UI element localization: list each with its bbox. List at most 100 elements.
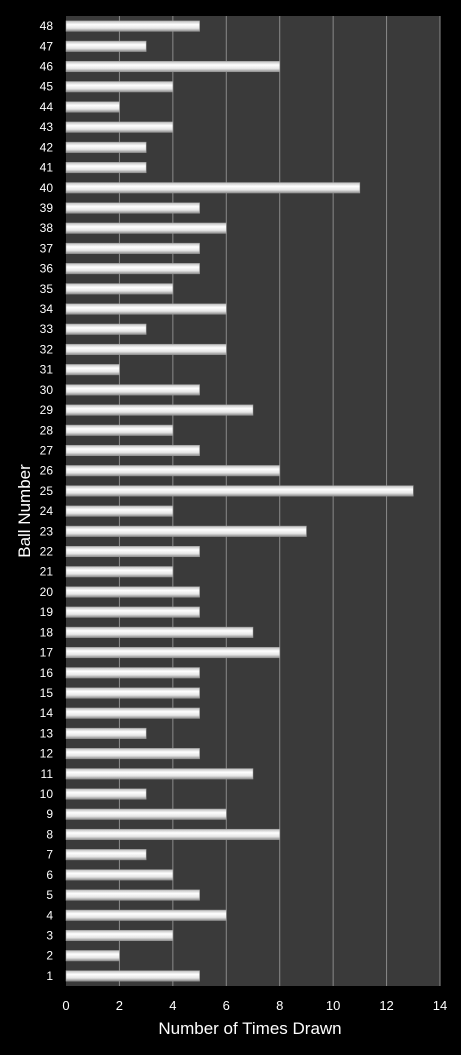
y-tick-label: 42 <box>40 140 54 154</box>
y-tick-label: 33 <box>40 322 54 336</box>
y-tick-label: 37 <box>40 241 54 255</box>
y-tick-label: 26 <box>40 464 54 478</box>
y-tick-label: 27 <box>40 443 54 457</box>
y-tick-label: 31 <box>40 363 54 377</box>
y-tick-label: 34 <box>40 302 54 316</box>
x-axis-ticks: 0 2 4 6 8 10 12 14 <box>62 998 447 1013</box>
bar-ball-38 <box>65 222 227 234</box>
y-tick-label: 21 <box>40 565 54 579</box>
bar-ball-32 <box>65 343 227 355</box>
bar-ball-2 <box>65 950 120 962</box>
x-tick-label: 6 <box>223 998 230 1013</box>
y-tick-label: 2 <box>46 949 53 963</box>
bar-ball-11 <box>65 768 254 780</box>
y-tick-label: 38 <box>40 221 54 235</box>
bar-ball-28 <box>65 424 174 436</box>
y-axis-title: Ball Number <box>15 464 34 558</box>
y-tick-label: 40 <box>40 181 54 195</box>
bar-ball-10 <box>65 788 147 800</box>
bars <box>65 20 414 982</box>
y-tick-label: 6 <box>46 868 53 882</box>
bar-ball-34 <box>65 303 227 315</box>
y-tick-label: 7 <box>46 848 53 862</box>
y-tick-label: 20 <box>40 585 54 599</box>
bar-ball-6 <box>65 869 174 881</box>
y-tick-label: 39 <box>40 201 54 215</box>
bar-ball-29 <box>65 404 254 416</box>
x-tick-label: 14 <box>433 998 447 1013</box>
x-tick-label: 10 <box>326 998 340 1013</box>
bar-ball-25 <box>65 485 414 497</box>
y-tick-label: 45 <box>40 80 54 94</box>
bar-ball-46 <box>65 61 280 73</box>
bar-ball-13 <box>65 727 147 739</box>
y-tick-label: 8 <box>46 827 53 841</box>
bar-ball-48 <box>65 20 200 32</box>
bar-ball-35 <box>65 283 174 295</box>
bar-ball-7 <box>65 849 147 861</box>
bar-ball-26 <box>65 465 280 477</box>
bar-ball-18 <box>65 626 254 638</box>
bar-ball-39 <box>65 202 200 214</box>
bar-ball-47 <box>65 40 147 52</box>
bar-ball-33 <box>65 323 147 335</box>
bar-ball-42 <box>65 141 147 153</box>
y-tick-label: 15 <box>40 686 54 700</box>
bar-ball-5 <box>65 889 200 901</box>
bar-ball-44 <box>65 101 120 113</box>
bar-ball-20 <box>65 586 200 598</box>
bar-ball-22 <box>65 546 200 558</box>
bar-ball-23 <box>65 525 307 537</box>
x-tick-label: 8 <box>276 998 283 1013</box>
y-tick-label: 9 <box>46 807 53 821</box>
plot-area <box>66 16 440 986</box>
y-tick-label: 10 <box>40 787 54 801</box>
y-tick-label: 18 <box>40 625 54 639</box>
y-tick-label: 13 <box>40 726 54 740</box>
y-tick-label: 28 <box>40 423 54 437</box>
y-tick-label: 5 <box>46 888 53 902</box>
y-tick-label: 1 <box>46 969 53 983</box>
bar-ball-31 <box>65 364 120 376</box>
y-tick-label: 48 <box>40 19 54 33</box>
y-tick-label: 43 <box>40 120 54 134</box>
bar-ball-8 <box>65 828 280 840</box>
y-tick-label: 17 <box>40 646 54 660</box>
y-tick-label: 3 <box>46 928 53 942</box>
y-tick-label: 12 <box>40 747 54 761</box>
y-tick-label: 30 <box>40 383 54 397</box>
y-axis-ticks: 1234567891011121314151617181920212223242… <box>40 19 54 983</box>
y-tick-label: 25 <box>40 484 54 498</box>
y-tick-label: 11 <box>41 767 54 781</box>
bar-ball-15 <box>65 687 200 699</box>
bar-ball-24 <box>65 505 174 517</box>
x-axis-title: Number of Times Drawn <box>158 1019 341 1038</box>
x-tick-label: 12 <box>379 998 393 1013</box>
x-tick-label: 0 <box>62 998 69 1013</box>
y-tick-label: 41 <box>40 161 54 175</box>
y-tick-label: 36 <box>40 262 54 276</box>
bar-ball-45 <box>65 81 174 93</box>
y-tick-label: 29 <box>40 403 54 417</box>
y-tick-label: 47 <box>40 39 54 53</box>
y-tick-label: 23 <box>40 524 54 538</box>
bar-ball-43 <box>65 121 174 133</box>
bar-ball-17 <box>65 647 280 659</box>
bar-ball-41 <box>65 162 147 174</box>
bar-ball-12 <box>65 748 200 760</box>
y-tick-label: 4 <box>46 908 53 922</box>
y-tick-label: 46 <box>40 60 54 74</box>
y-tick-label: 19 <box>40 605 54 619</box>
x-tick-label: 2 <box>116 998 123 1013</box>
y-tick-label: 16 <box>40 666 54 680</box>
bar-ball-30 <box>65 384 200 396</box>
y-tick-label: 14 <box>40 706 54 720</box>
gridlines <box>118 16 441 986</box>
bar-ball-1 <box>65 970 200 982</box>
bar-ball-27 <box>65 444 200 456</box>
bar-ball-37 <box>65 242 200 254</box>
y-tick-label: 32 <box>40 342 54 356</box>
bar-ball-4 <box>65 909 227 921</box>
